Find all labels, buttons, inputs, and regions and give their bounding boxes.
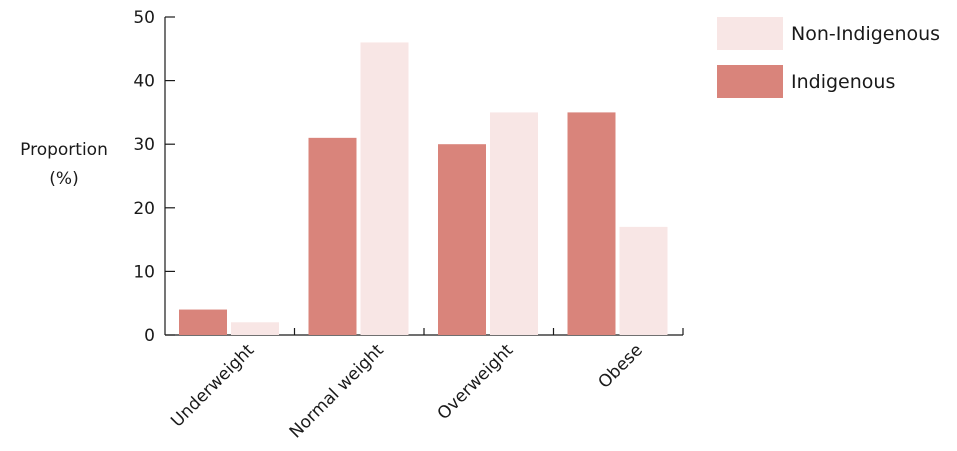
bar-non-indigenous-normal-weight xyxy=(360,42,409,335)
x-tick-label: Obese xyxy=(594,340,646,392)
x-ticks: Underweight Normal weight Overweight Obese xyxy=(167,328,684,442)
bar-non-indigenous-underweight xyxy=(231,322,279,335)
y-ticks: 0 10 20 30 40 50 xyxy=(133,8,175,346)
bar-indigenous-obese xyxy=(567,112,616,336)
x-tick-label: Underweight xyxy=(167,340,258,431)
y-axis-label-line2: (%) xyxy=(49,169,78,189)
y-tick-label: 50 xyxy=(133,8,155,28)
bar-indigenous-normal-weight xyxy=(308,137,357,335)
legend-label-non-indigenous: Non-Indigenous xyxy=(791,23,940,45)
bar-indigenous-underweight xyxy=(179,309,227,335)
y-axis-label: Proportion (%) xyxy=(20,140,108,189)
y-tick-label: 40 xyxy=(133,72,155,92)
y-tick-label: 30 xyxy=(133,135,155,155)
legend-label-indigenous: Indigenous xyxy=(791,71,895,93)
bar-non-indigenous-obese xyxy=(619,226,668,335)
legend[interactable]: Non-Indigenous Indigenous xyxy=(717,17,940,98)
bar-indigenous-overweight xyxy=(438,144,486,335)
legend-swatch-indigenous xyxy=(717,65,783,98)
bars xyxy=(179,42,668,336)
legend-swatch-non-indigenous xyxy=(717,17,783,50)
y-axis-label-line1: Proportion xyxy=(20,140,108,160)
y-tick-label: 10 xyxy=(133,262,155,282)
bar-non-indigenous-overweight xyxy=(490,112,538,336)
x-tick-label: Normal weight xyxy=(286,340,388,442)
y-tick-label: 0 xyxy=(144,326,155,346)
y-tick-label: 20 xyxy=(133,199,155,219)
x-tick-label: Overweight xyxy=(434,340,518,424)
